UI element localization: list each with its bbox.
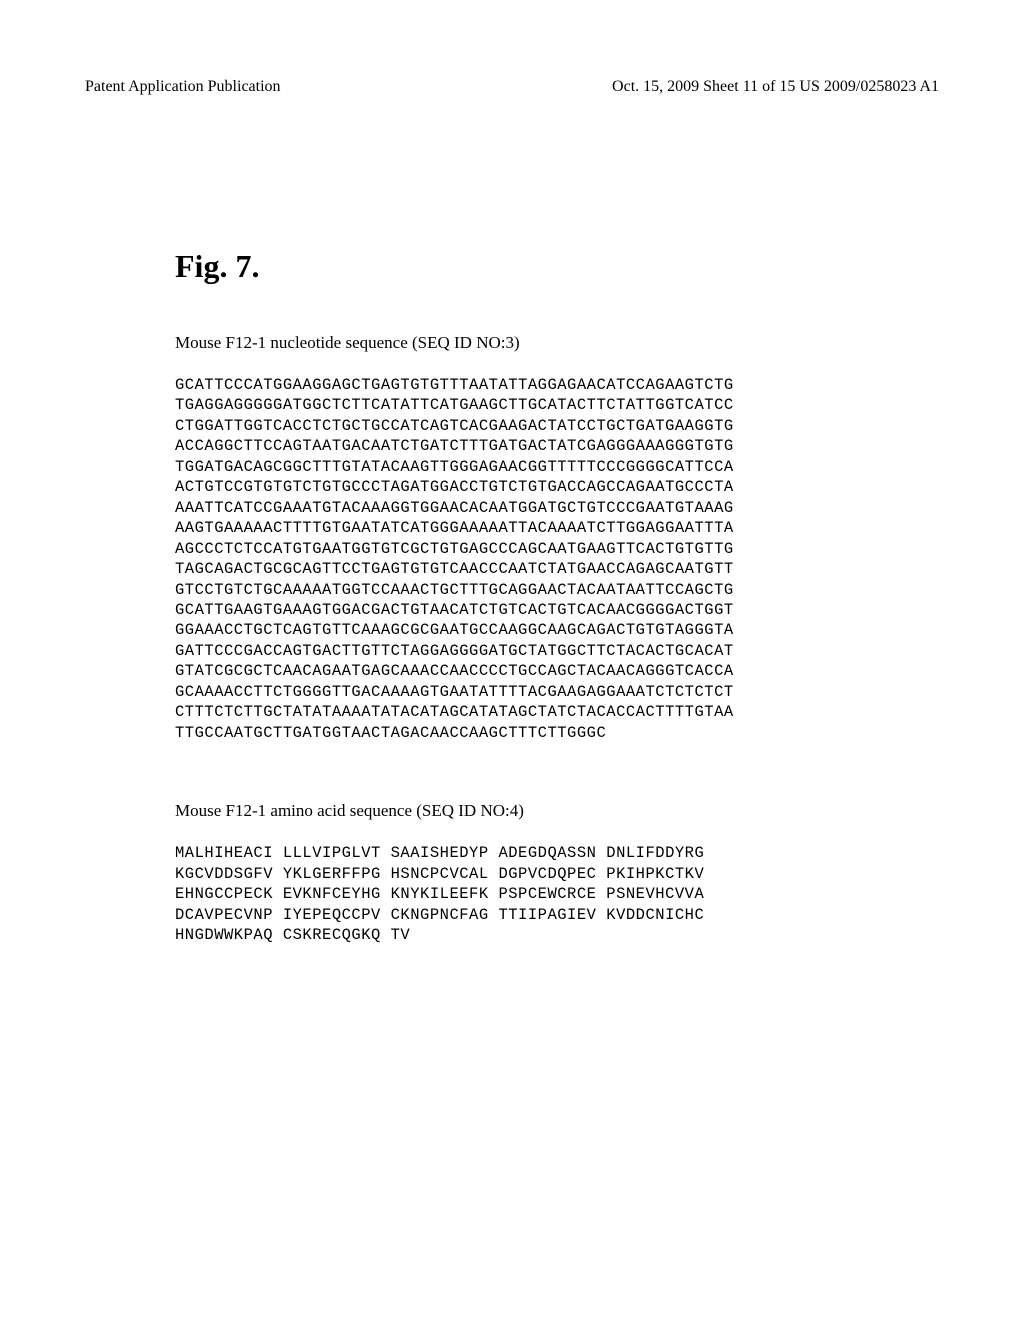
page-header: Patent Application Publication Oct. 15, … <box>85 78 939 96</box>
figure-label: Fig. 7. <box>175 248 899 285</box>
amino-acid-title: Mouse F12-1 amino acid sequence (SEQ ID … <box>175 801 899 821</box>
nucleotide-title: Mouse F12-1 nucleotide sequence (SEQ ID … <box>175 333 899 353</box>
amino-acid-sequence: MALHIHEACI LLLVIPGLVT SAAISHEDYP ADEGDQA… <box>175 843 899 945</box>
header-right: Oct. 15, 2009 Sheet 11 of 15 US 2009/025… <box>612 78 939 96</box>
header-left: Patent Application Publication <box>85 78 281 96</box>
nucleotide-sequence: GCATTCCCATGGAAGGAGCTGAGTGTGTTTAATATTAGGA… <box>175 375 899 743</box>
main-content: Fig. 7. Mouse F12-1 nucleotide sequence … <box>175 248 899 945</box>
